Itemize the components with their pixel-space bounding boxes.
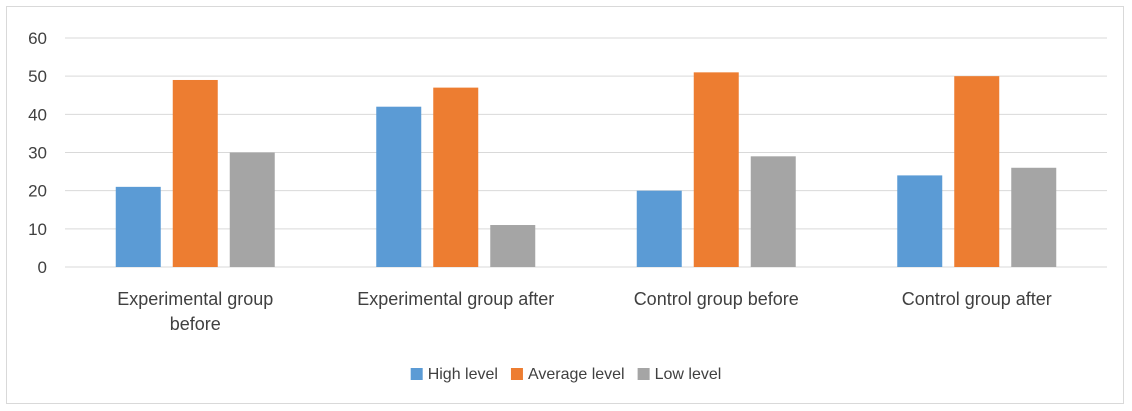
gridlines [65,37,1107,268]
bar-low-level [1011,167,1057,267]
legend-swatch-high-level [410,368,423,380]
bar-high-level [897,175,943,267]
x-category-label: Control group after [902,289,1052,309]
y-axis-ticks: 0 10 20 30 40 50 60 [28,29,47,277]
bar-average-level [693,72,739,267]
legend-swatch-low-level [637,368,650,380]
legend-label-low-level: Low level [655,366,722,383]
bar-high-level [376,106,422,267]
bar-low-level [750,156,796,267]
legend-label-high-level: High level [428,366,498,383]
x-category-label: Control group before [634,289,799,309]
bar-high-level [115,186,161,267]
y-tick-label: 0 [38,258,47,277]
y-tick-label: 60 [28,29,47,48]
x-axis-categories: Experimental group before Experimental gro… [117,289,1052,334]
bar-high-level [636,190,682,267]
x-category-label: Experimental group before [117,289,273,334]
y-tick-label: 30 [28,144,47,163]
bar-average-level [172,79,218,267]
bar-low-level [229,152,275,267]
legend-label-average-level: Average level [528,366,625,383]
y-tick-label: 10 [28,220,47,239]
legend-swatch-average-level [510,368,523,380]
x-category-label: Experimental group after [357,289,554,309]
y-tick-label: 20 [28,182,47,201]
legend: High level Average level Low level [410,366,722,383]
bars [115,72,1057,268]
bar-average-level [433,87,479,267]
y-tick-label: 40 [28,105,47,124]
y-tick-label: 50 [28,67,47,86]
bar-low-level [490,225,536,267]
bar-average-level [954,76,1000,268]
